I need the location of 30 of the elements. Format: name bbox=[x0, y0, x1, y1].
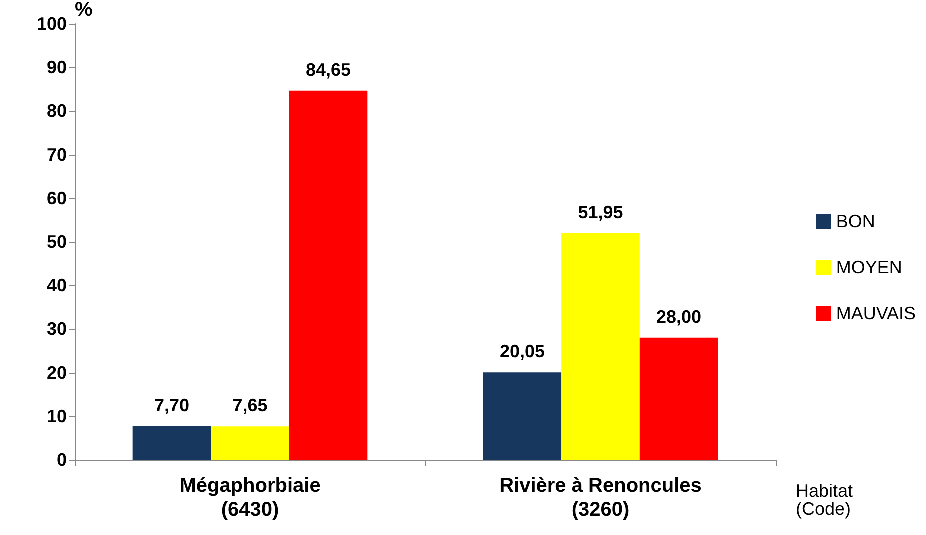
legend-label: BON bbox=[836, 212, 876, 232]
bar bbox=[289, 90, 368, 460]
y-tick-label: 10 bbox=[46, 406, 67, 426]
y-tick-label: 80 bbox=[46, 101, 67, 122]
data-label: 84,65 bbox=[306, 60, 352, 80]
bar bbox=[132, 426, 212, 460]
y-tick-label: 100 bbox=[36, 14, 67, 34]
x-tick-label: Rivière à Renoncules (3260) bbox=[500, 475, 702, 521]
y-tick-label: 30 bbox=[46, 319, 67, 340]
bar bbox=[640, 338, 718, 460]
bar bbox=[562, 234, 640, 460]
legend-label: MOYEN bbox=[836, 258, 902, 278]
data-label: 7,70 bbox=[154, 395, 190, 416]
data-label: 7,65 bbox=[232, 396, 268, 416]
legend-label: MAUVAIS bbox=[836, 304, 916, 324]
y-tick-label: 0 bbox=[56, 450, 67, 470]
x-tick-label: Mégaphorbiaie (6430) bbox=[180, 475, 321, 521]
bar bbox=[211, 426, 290, 460]
y-tick-label: 40 bbox=[46, 276, 67, 296]
data-label: 51,95 bbox=[578, 202, 624, 222]
y-axis-title: % bbox=[75, 0, 93, 21]
y-tick-label: 70 bbox=[46, 144, 67, 165]
data-label: 28,00 bbox=[656, 306, 702, 327]
y-tick-label: 20 bbox=[46, 362, 67, 383]
bar bbox=[483, 372, 562, 460]
y-tick-label: 50 bbox=[46, 232, 67, 252]
data-label: 20,05 bbox=[500, 342, 545, 362]
x-axis-title: Habitat (Code) bbox=[796, 481, 854, 519]
y-tick-label: 90 bbox=[46, 58, 67, 78]
y-tick-label: 60 bbox=[46, 188, 67, 208]
